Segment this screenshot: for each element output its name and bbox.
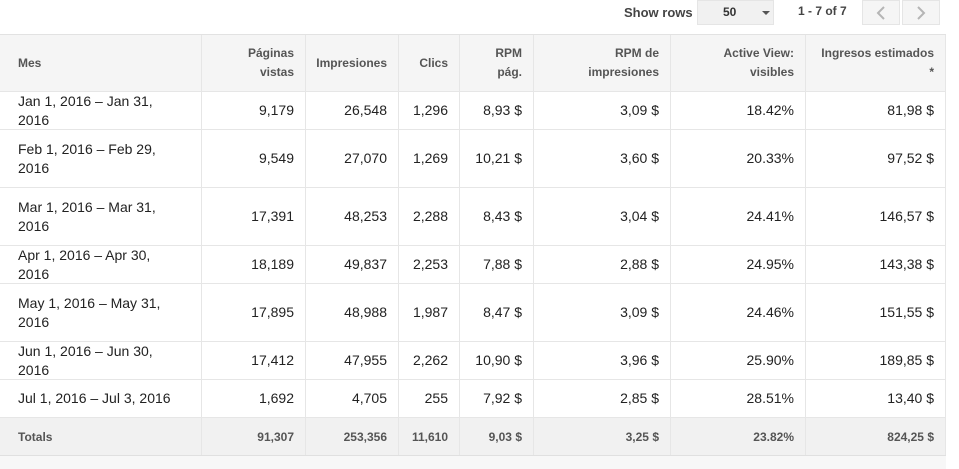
previous-page-button[interactable] [862,0,900,25]
column-header-active-view[interactable]: Active View: visibles [671,35,806,91]
cell-paginas-vistas: 18,189 [202,246,306,283]
cell-impresiones: 4,705 [306,380,399,417]
cell-clics: 2,253 [399,246,460,283]
table-row: Jul 1, 2016 – Jul 3, 2016 1,692 4,705 255 7,… [0,380,946,418]
cell-mes: May 1, 2016 – May 31, 2016 [0,284,202,341]
totals-clics: 11,610 [399,418,460,455]
cell-rpm-impresiones: 2,88 $ [534,246,671,283]
cell-active-view: 24.46% [671,284,806,341]
cell-clics: 1,296 [399,92,460,129]
table-footer-strip [0,456,946,469]
cell-active-view: 24.41% [671,188,806,245]
cell-clics: 2,262 [399,342,460,379]
cell-active-view: 24.95% [671,246,806,283]
cell-active-view: 18.42% [671,92,806,129]
totals-rpm-pag: 9,03 $ [460,418,534,455]
table-row: Jun 1, 2016 – Jun 30, 2016 17,412 47,955 2,… [0,342,946,380]
table-row: Feb 1, 2016 – Feb 29, 2016 9,549 27,070 1,2… [0,130,946,188]
cell-rpm-impresiones: 3,04 $ [534,188,671,245]
table-row: Mar 1, 2016 – Mar 31, 2016 17,391 48,253 2,… [0,188,946,246]
pagination-range: 1 - 7 of 7 [798,4,847,18]
cell-rpm-pag: 8,93 $ [460,92,534,129]
cell-active-view: 25.90% [671,342,806,379]
cell-impresiones: 27,070 [306,130,399,187]
table-toolbar: Show rows 50 1 - 7 of 7 [0,0,959,34]
rows-per-page-select[interactable]: 50 [697,0,774,25]
cell-clics: 2,288 [399,188,460,245]
totals-ingresos: 824,25 $ [806,418,946,455]
cell-rpm-impresiones: 3,96 $ [534,342,671,379]
cell-rpm-pag: 7,88 $ [460,246,534,283]
cell-clics: 255 [399,380,460,417]
cell-impresiones: 26,548 [306,92,399,129]
cell-ingresos-estimados: 151,55 $ [806,284,946,341]
cell-rpm-impresiones: 3,09 $ [534,284,671,341]
cell-mes: Jan 1, 2016 – Jan 31, 2016 [0,92,202,129]
cell-paginas-vistas: 17,391 [202,188,306,245]
cell-impresiones: 49,837 [306,246,399,283]
cell-paginas-vistas: 1,692 [202,380,306,417]
cell-clics: 1,987 [399,284,460,341]
cell-rpm-pag: 10,90 $ [460,342,534,379]
cell-rpm-impresiones: 3,09 $ [534,92,671,129]
table-row: Jan 1, 2016 – Jan 31, 2016 9,179 26,548 1,2… [0,92,946,130]
cell-rpm-pag: 10,21 $ [460,130,534,187]
cell-active-view: 20.33% [671,130,806,187]
cell-clics: 1,269 [399,130,460,187]
cell-ingresos-estimados: 81,98 $ [806,92,946,129]
rows-per-page-value: 50 [723,5,737,19]
cell-impresiones: 47,955 [306,342,399,379]
column-header-ingresos-estimados[interactable]: Ingresos estimados * [806,35,946,91]
chevron-left-icon [876,6,885,20]
column-header-impresiones[interactable]: Impresiones [306,35,399,91]
cell-paginas-vistas: 9,179 [202,92,306,129]
next-page-button[interactable] [902,0,940,25]
chevron-right-icon [917,6,926,20]
caret-down-icon [762,11,770,15]
cell-active-view: 28.51% [671,380,806,417]
cell-mes: Feb 1, 2016 – Feb 29, 2016 [0,130,202,187]
table-row: Apr 1, 2016 – Apr 30, 2016 18,189 49,837 2,… [0,246,946,284]
cell-paginas-vistas: 17,895 [202,284,306,341]
totals-impresiones: 253,356 [306,418,399,455]
totals-rpm-impresiones: 3,25 $ [534,418,671,455]
table-header: Mes Páginas vistas Impresiones Clics RPM p… [0,35,946,92]
cell-impresiones: 48,988 [306,284,399,341]
cell-mes: Mar 1, 2016 – Mar 31, 2016 [0,188,202,245]
totals-label: Totals [0,418,202,455]
report-table: Mes Páginas vistas Impresiones Clics RPM p… [0,34,946,456]
cell-rpm-pag: 8,47 $ [460,284,534,341]
totals-row: Totals 91,307 253,356 11,610 9,03 $ 3,25… [0,418,946,456]
cell-ingresos-estimados: 97,52 $ [806,130,946,187]
cell-paginas-vistas: 9,549 [202,130,306,187]
column-header-rpm-pag[interactable]: RPM pág. [460,35,534,91]
cell-mes: Apr 1, 2016 – Apr 30, 2016 [0,246,202,283]
column-header-rpm-impresiones[interactable]: RPM de impresiones [534,35,671,91]
cell-impresiones: 48,253 [306,188,399,245]
column-header-clics[interactable]: Clics [399,35,460,91]
cell-ingresos-estimados: 146,57 $ [806,188,946,245]
totals-paginas: 91,307 [202,418,306,455]
cell-mes: Jul 1, 2016 – Jul 3, 2016 [0,380,202,417]
cell-rpm-pag: 7,92 $ [460,380,534,417]
cell-paginas-vistas: 17,412 [202,342,306,379]
totals-active-view: 23.82% [671,418,806,455]
column-header-mes[interactable]: Mes [0,35,202,91]
show-rows-label: Show rows [624,5,693,20]
cell-rpm-pag: 8,43 $ [460,188,534,245]
column-header-paginas-vistas[interactable]: Páginas vistas [202,35,306,91]
cell-ingresos-estimados: 143,38 $ [806,246,946,283]
cell-ingresos-estimados: 189,85 $ [806,342,946,379]
table-row: May 1, 2016 – May 31, 2016 17,895 48,988 1,… [0,284,946,342]
cell-mes: Jun 1, 2016 – Jun 30, 2016 [0,342,202,379]
cell-rpm-impresiones: 3,60 $ [534,130,671,187]
cell-ingresos-estimados: 13,40 $ [806,380,946,417]
cell-rpm-impresiones: 2,85 $ [534,380,671,417]
